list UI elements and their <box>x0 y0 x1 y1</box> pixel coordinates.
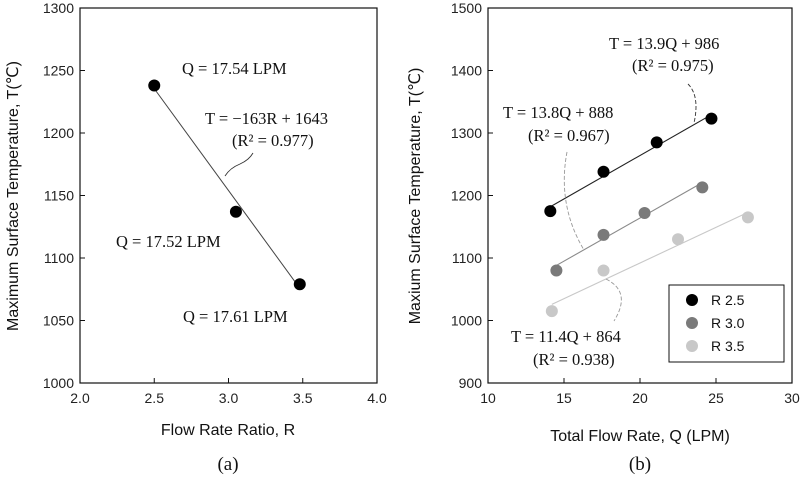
x-tick-label-a-2: 3.0 <box>219 390 239 406</box>
x-axis-label-b: Total Flow Rate, Q (LPM) <box>550 428 730 445</box>
data-point-r-3-0-1 <box>550 264 563 277</box>
y-tick-label-b-6: 1500 <box>451 0 482 16</box>
data-point-r-2-5-1 <box>544 205 557 218</box>
x-tick-label-b-3: 25 <box>708 390 724 406</box>
x-tick-label-a-3: 3.5 <box>293 390 313 406</box>
fit-r2-r35: (R² = 0.938) <box>533 350 615 369</box>
data-point-r-3-5-3 <box>672 233 684 246</box>
panel-a: 2.0 2.5 3.0 3.5 4.0 1000 1050 1100 1150 1200 1250 1… <box>5 0 387 475</box>
fit-leader-r25 <box>687 83 697 124</box>
fit-equation-r25: T = 13.9Q + 986 <box>609 34 719 53</box>
panel-label-a: (a) <box>217 454 238 475</box>
x-tick-label-b-0: 10 <box>480 390 496 406</box>
y-tick-label-b-0: 900 <box>459 375 483 391</box>
legend-label-2: R 3.0 <box>711 315 745 331</box>
point-label-a-1: Q = 17.54 LPM <box>182 59 287 78</box>
data-point-r-2-5-4 <box>705 112 718 125</box>
x-axis-label-a: Flow Rate Ratio, R <box>161 422 295 439</box>
x-tick-label-a-1: 2.5 <box>145 390 165 406</box>
y-tick-label-a-2: 1100 <box>44 250 74 266</box>
data-point-r-3-5-4 <box>741 211 754 224</box>
legend-label-1: R 2.5 <box>711 292 745 308</box>
fit-line-a <box>153 88 301 289</box>
y-tick-label-a-4: 1200 <box>43 125 74 141</box>
fit-equation-r35: T = 11.4Q + 864 <box>511 327 621 346</box>
data-point-r-3-0-2 <box>597 228 610 241</box>
y-tick-label-b-2: 1100 <box>452 250 482 266</box>
x-tick-label-a-0: 2.0 <box>70 390 90 406</box>
fit-leader-r30 <box>563 151 585 251</box>
y-tick-label-b-1: 1000 <box>451 313 482 329</box>
panel-b: 10 15 20 25 30 900 1000 1100 1200 1300 1400 1500 T … <box>407 0 800 475</box>
y-axis-label-b: Maxium Surface Temperature, T(℃) <box>407 68 424 325</box>
fit-line-r-2-5 <box>550 114 712 208</box>
data-point-r-3-5-2 <box>597 264 610 277</box>
legend-marker-3 <box>686 340 698 352</box>
y-axis-label-a: Maximum Surface Temperature, T(℃) <box>5 61 22 331</box>
data-point-a-2 <box>229 205 242 218</box>
y-tick-label-a-0: 1000 <box>43 375 74 391</box>
x-tick-label-b-2: 20 <box>632 390 648 406</box>
fit-equation-a: T = −163R + 1643 <box>205 109 328 128</box>
point-label-a-3: Q = 17.61 LPM <box>183 307 288 326</box>
fit-leader-r35 <box>605 278 622 322</box>
data-point-r-2-5-3 <box>650 136 663 149</box>
data-point-a-3 <box>293 278 306 291</box>
x-tick-label-b-1: 15 <box>556 390 572 406</box>
legend-marker-2 <box>686 317 698 329</box>
y-tick-label-a-1: 1050 <box>43 313 74 329</box>
y-tick-label-b-4: 1300 <box>451 125 482 141</box>
data-point-r-3-5-1 <box>545 305 558 318</box>
y-tick-label-a-6: 1300 <box>43 0 74 16</box>
x-tick-label-a-4: 4.0 <box>367 390 387 406</box>
y-tick-label-b-3: 1200 <box>451 188 482 204</box>
point-label-a-2: Q = 17.52 LPM <box>116 232 221 251</box>
data-point-r-3-0-4 <box>696 181 709 194</box>
fit-line-r-3-5 <box>551 211 749 305</box>
fit-equation-r30: T = 13.8Q + 888 <box>503 103 613 122</box>
data-point-r-3-0-3 <box>638 207 651 219</box>
data-point-r-2-5-2 <box>597 165 610 178</box>
legend-label-3: R 3.5 <box>711 338 745 354</box>
y-tick-label-b-5: 1400 <box>451 63 482 79</box>
panel-label-b: (b) <box>629 454 651 475</box>
y-tick-label-a-3: 1150 <box>44 188 74 204</box>
fit-r2-r30: (R² = 0.967) <box>528 126 610 145</box>
y-tick-label-a-5: 1250 <box>43 63 74 79</box>
fit-line-r-3-0 <box>556 182 703 266</box>
legend: R 2.5 R 3.0 R 3.5 <box>668 284 785 363</box>
fit-leader-a <box>224 152 254 177</box>
data-point-a-1 <box>148 79 161 92</box>
legend-marker-1 <box>686 294 698 306</box>
fit-r2-a: (R² = 0.977) <box>232 131 314 150</box>
fit-r2-r25: (R² = 0.975) <box>632 56 714 75</box>
x-tick-label-b-4: 30 <box>784 390 800 406</box>
